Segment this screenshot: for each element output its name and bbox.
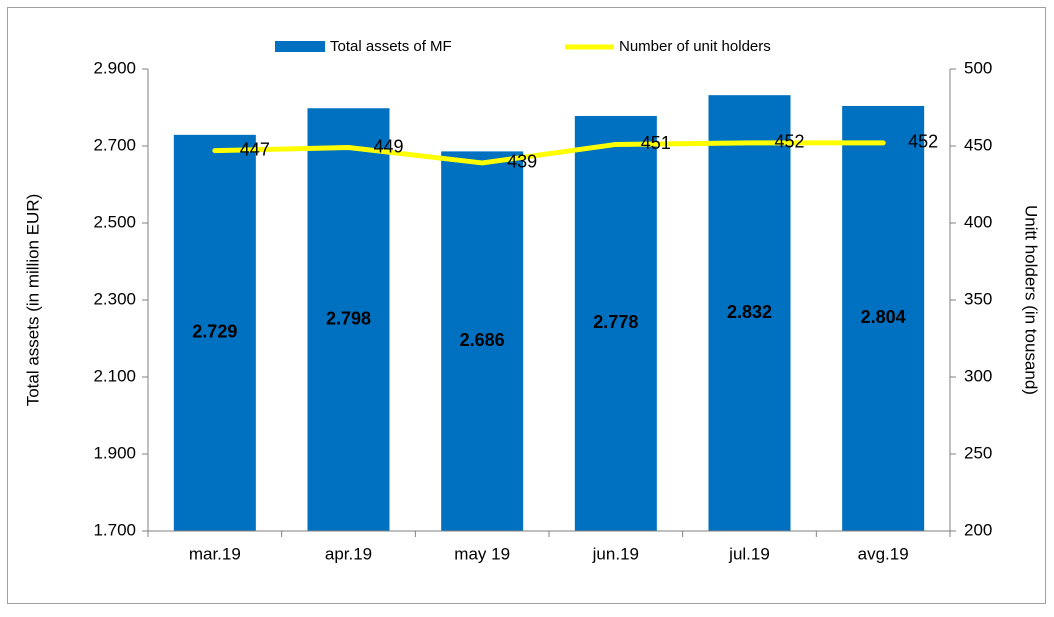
y2-tick-label: 450: [964, 135, 992, 154]
y-tick-label: 2.300: [93, 289, 136, 308]
bar: [307, 108, 390, 532]
line-value-label: 439: [507, 152, 537, 172]
line-series: [212, 140, 886, 166]
bar-value-label: 2.804: [861, 307, 906, 327]
y2-tick-label: 250: [964, 443, 992, 462]
y2-tick-label: 300: [964, 366, 992, 385]
x-tick-label: may 19: [454, 544, 510, 563]
line-value-label: 452: [774, 132, 804, 152]
x-tick-label: jun.19: [592, 544, 639, 563]
bar-value-label: 2.686: [460, 330, 505, 350]
y-tick-label: 2.500: [93, 212, 136, 231]
y-tick-label: 1.700: [93, 520, 136, 539]
y-axis-title: Total assets (in million EUR): [23, 194, 42, 407]
legend-label: Total assets of MF: [330, 38, 452, 55]
bar-value-label: 2.778: [593, 312, 638, 332]
bar: [574, 115, 657, 531]
y2-tick-label: 200: [964, 520, 992, 539]
bar-value-label: 2.832: [727, 302, 772, 322]
legend-label: Number of unit holders: [619, 38, 771, 55]
line-value-label: 451: [641, 133, 671, 153]
x-tick-label: jul.19: [728, 544, 770, 563]
y2-tick-label: 500: [964, 58, 992, 77]
y-tick-label: 1.900: [93, 443, 136, 462]
legend-swatch-bar: [275, 41, 325, 52]
y-tick-label: 2.100: [93, 366, 136, 385]
bar: [842, 105, 925, 532]
y-tick-label: 2.900: [93, 58, 136, 77]
bar-value-label: 2.729: [192, 322, 237, 342]
y2-axis-title: Unitt holders (in tousand): [1022, 205, 1041, 395]
line-value-label: 449: [373, 136, 403, 156]
x-tick-label: mar.19: [189, 544, 241, 563]
x-tick-label: apr.19: [325, 544, 372, 563]
line-value-label: 452: [908, 132, 938, 152]
bar: [708, 95, 791, 532]
x-tick-label: avg.19: [858, 544, 909, 563]
line-value-label: 447: [240, 139, 270, 159]
bar: [173, 134, 256, 531]
bar-value-label: 2.798: [326, 308, 371, 328]
bar: [441, 151, 524, 531]
y2-tick-label: 400: [964, 212, 992, 231]
y-tick-label: 2.700: [93, 135, 136, 154]
y2-tick-label: 350: [964, 289, 992, 308]
